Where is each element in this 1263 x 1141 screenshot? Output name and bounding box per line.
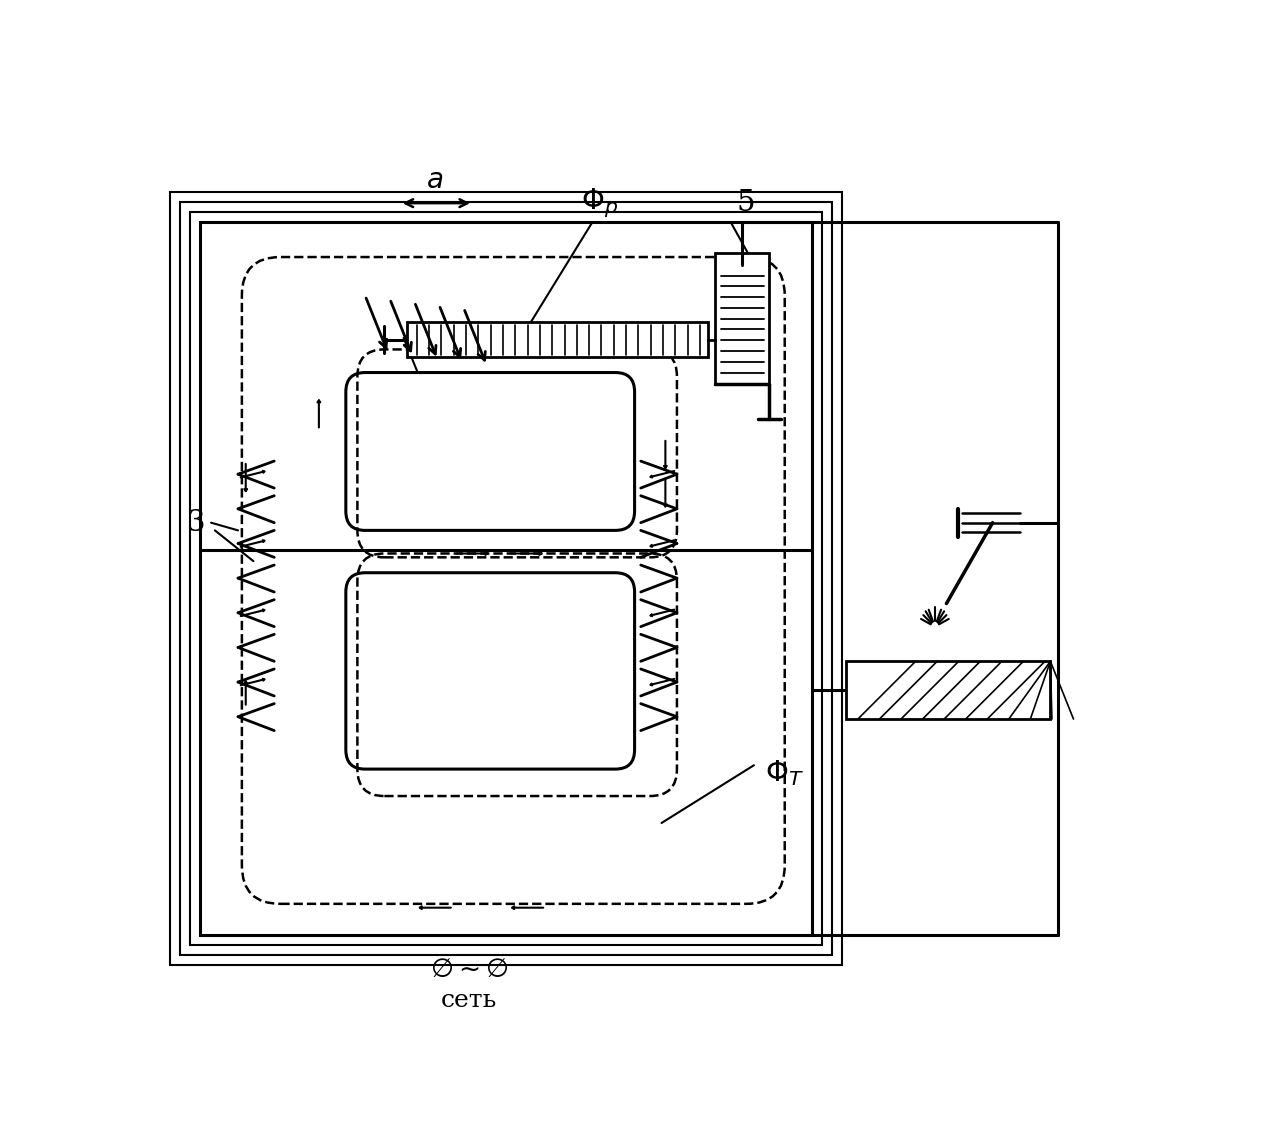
- Bar: [189, 212, 822, 945]
- Text: сеть: сеть: [441, 988, 498, 1012]
- Text: 2: 2: [529, 601, 548, 629]
- Text: $\varnothing \sim \varnothing$: $\varnothing \sim \varnothing$: [429, 957, 508, 981]
- Text: 3: 3: [187, 509, 205, 536]
- Bar: [408, 323, 707, 357]
- Bar: [846, 662, 1051, 719]
- Bar: [200, 222, 812, 934]
- Text: $1$: $1$: [529, 682, 547, 710]
- Text: 4: 4: [422, 443, 440, 471]
- FancyBboxPatch shape: [346, 573, 634, 769]
- FancyBboxPatch shape: [346, 373, 634, 531]
- Text: $\Phi_T$: $\Phi_T$: [765, 758, 805, 787]
- Text: $\Phi_p$: $\Phi_p$: [581, 186, 619, 220]
- Text: $a$: $a$: [426, 167, 443, 194]
- Bar: [715, 253, 769, 385]
- Bar: [179, 202, 832, 955]
- Bar: [169, 193, 841, 964]
- Text: 5: 5: [738, 189, 755, 217]
